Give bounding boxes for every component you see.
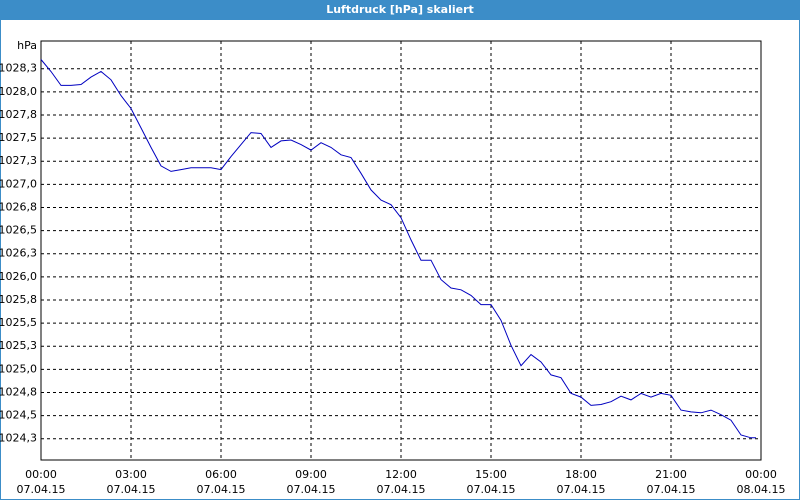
x-tick-label: 21:00 07.04.15 — [647, 468, 696, 496]
chart-title: Luftdruck [hPa] skaliert — [326, 3, 474, 16]
x-tick-label-line: 15:00 — [475, 468, 507, 481]
x-tick-label-line: 07.04.15 — [647, 483, 696, 496]
y-tick-label: 1025,3 — [0, 339, 37, 352]
x-tick-label: 18:00 07.04.15 — [557, 468, 606, 496]
x-tick-label: 03:00 07.04.15 — [107, 468, 156, 496]
x-tick-label-line: 07.04.15 — [17, 483, 66, 496]
y-tick-label: 1025,8 — [0, 293, 37, 306]
x-tick-label: 12:00 07.04.15 — [377, 468, 426, 496]
y-tick-label: 1027,3 — [0, 154, 37, 167]
y-tick-label: 1026,5 — [0, 224, 37, 237]
y-tick-label: 1026,3 — [0, 247, 37, 260]
x-tick-label-line: 07.04.15 — [107, 483, 156, 496]
x-tick-label-line: 06:00 — [205, 468, 237, 481]
x-tick-label-line: 08.04.15 — [737, 483, 786, 496]
y-tick-label: 1024,3 — [0, 432, 37, 445]
x-tick-label-line: 09:00 — [295, 468, 327, 481]
data-line — [40, 59, 756, 439]
x-tick-label: 15:00 07.04.15 — [467, 468, 516, 496]
y-tick-label: 1028,0 — [0, 85, 37, 98]
y-tick-label: 1026,8 — [0, 200, 37, 213]
x-tick-label-line: 07.04.15 — [197, 483, 246, 496]
y-tick-label: 1027,8 — [0, 108, 37, 121]
y-tick-label: 1028,3 — [0, 62, 37, 75]
x-tick-label: 09:00 07.04.15 — [287, 468, 336, 496]
x-tick-label-line: 21:00 — [655, 468, 687, 481]
x-tick-label-line: 07.04.15 — [557, 483, 606, 496]
x-tick-label: 06:00 07.04.15 — [197, 468, 246, 496]
y-tick-label: 1027,0 — [0, 177, 37, 190]
x-tick-label-line: 00:00 — [25, 468, 57, 481]
plot-frame — [40, 40, 762, 461]
x-tick-label: 00:00 08.04.15 — [737, 468, 786, 496]
y-unit-label: hPa — [17, 39, 37, 52]
y-tick-label: 1024,5 — [0, 409, 37, 422]
y-tick-label: 1025,5 — [0, 316, 37, 329]
x-tick-label-line: 07.04.15 — [377, 483, 426, 496]
x-tick-label-line: 18:00 — [565, 468, 597, 481]
x-tick-label-line: 12:00 — [385, 468, 417, 481]
x-tick-label-line: 07.04.15 — [287, 483, 336, 496]
x-tick-label-line: 03:00 — [115, 468, 147, 481]
y-tick-label: 1027,5 — [0, 131, 37, 144]
x-tick-label: 00:00 07.04.15 — [17, 468, 66, 496]
y-tick-label: 1026,0 — [0, 270, 37, 283]
y-tick-label: 1025,0 — [0, 362, 37, 375]
x-tick-label-line: 00:00 — [745, 468, 777, 481]
title-bar — [0, 0, 800, 20]
x-tick-label-line: 07.04.15 — [467, 483, 516, 496]
y-tick-label: 1024,8 — [0, 385, 37, 398]
